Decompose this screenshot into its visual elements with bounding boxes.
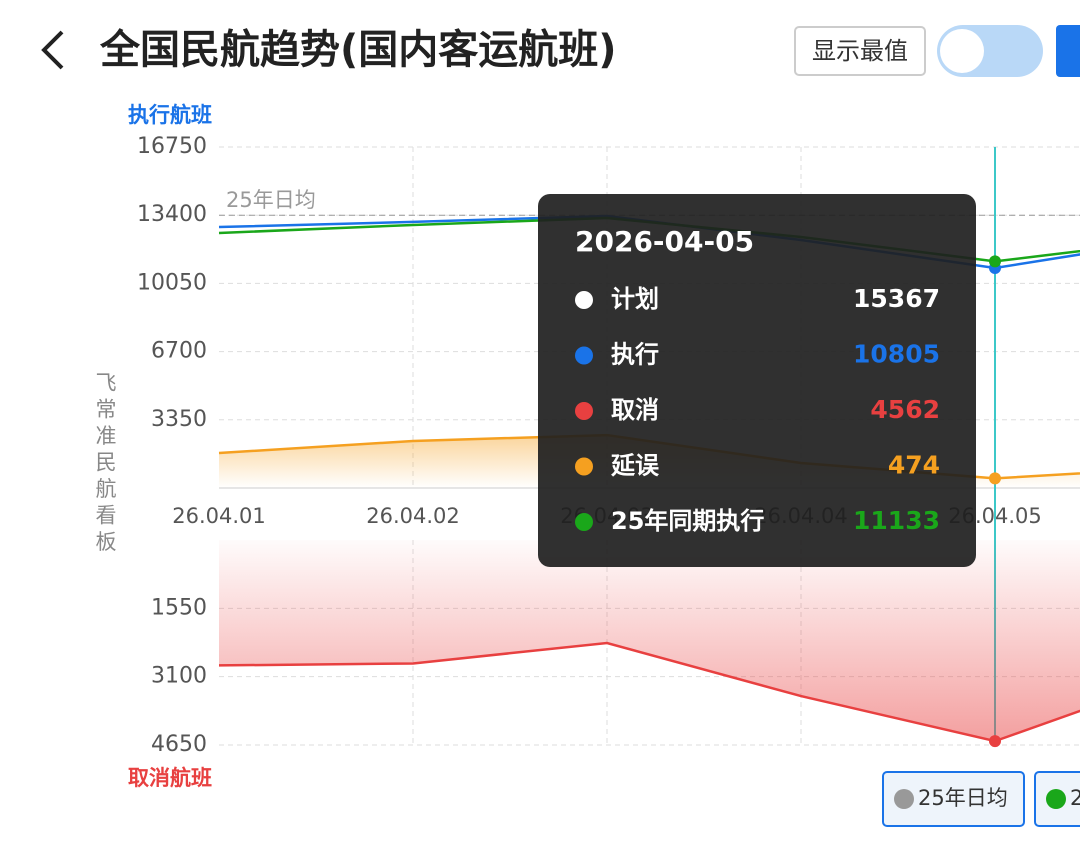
legend-label: 25年同期执行 <box>1070 786 1080 810</box>
y-axis-title: 执行航班 <box>128 103 212 127</box>
tooltip-name: 取消 <box>611 396 659 424</box>
y-tick-label: 4650 <box>151 732 207 757</box>
y-tick-label: 13400 <box>137 202 207 227</box>
side-button[interactable] <box>1056 25 1080 77</box>
tooltip-name: 25年同期执行 <box>611 507 764 535</box>
back-arrow[interactable] <box>41 30 64 70</box>
tooltip-value: 4562 <box>870 395 940 424</box>
y-tick-label: 3350 <box>151 407 207 432</box>
tooltip-dot <box>575 346 593 365</box>
toggle-knob <box>940 29 984 73</box>
y-tick-label: 10050 <box>137 270 207 295</box>
toggle-button[interactable] <box>794 26 926 76</box>
y-tick-label: 16750 <box>137 134 207 159</box>
legend-dot <box>894 789 914 809</box>
tooltip: 2026-04-05 计划 15367 执行 10805 取消 4562 延误 474 25年同… <box>538 194 976 567</box>
tooltip-dot <box>575 513 593 531</box>
point <box>989 735 1001 748</box>
y-tick-label: 1550 <box>151 595 207 620</box>
legend-button[interactable] <box>882 771 1025 827</box>
tooltip-value: 15367 <box>853 284 940 313</box>
tooltip-value: 11133 <box>853 506 940 535</box>
tooltip-date: 2026-04-05 <box>575 225 754 258</box>
reference-label: 25年日均 <box>226 188 316 212</box>
tooltip-name: 执行 <box>611 341 659 369</box>
x-tick-label: 26.04.02 <box>366 504 460 528</box>
y-axis-title: 取消航班 <box>128 766 212 790</box>
tooltip-dot <box>575 457 593 476</box>
tooltip-name: 计划 <box>611 285 659 313</box>
toggle-label: 显示最值 <box>812 37 908 65</box>
y-tick-label: 6700 <box>151 339 207 364</box>
tooltip-value: 474 <box>888 451 940 480</box>
series-line <box>218 641 1080 743</box>
tooltip-box <box>538 194 976 567</box>
tooltip-name: 延误 <box>610 452 660 480</box>
legend-dot <box>1046 789 1066 809</box>
legend-label: 25年日均 <box>918 786 1008 810</box>
tooltip-value: 10805 <box>853 340 940 369</box>
point <box>989 472 1001 485</box>
tooltip-dot <box>575 291 593 309</box>
x-tick-label: 26.04.01 <box>172 504 266 528</box>
point <box>989 255 1001 268</box>
area <box>219 540 1080 742</box>
watermark: 飞常准民航看板 <box>96 371 117 554</box>
page-title: 全国民航趋势(国内客运航班) <box>99 27 617 73</box>
y-tick-label: 3100 <box>151 664 207 689</box>
tooltip-dot <box>575 402 593 420</box>
